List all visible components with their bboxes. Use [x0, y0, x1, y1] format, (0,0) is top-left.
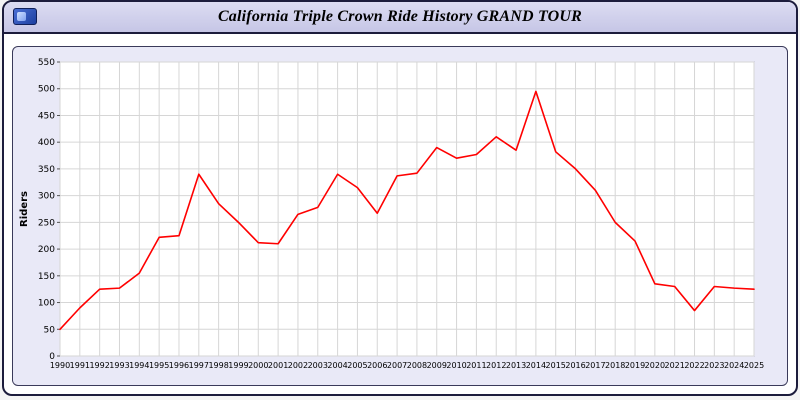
svg-text:2007: 2007 — [387, 361, 407, 370]
svg-text:1994: 1994 — [129, 361, 149, 370]
svg-text:2023: 2023 — [704, 361, 724, 370]
svg-text:2002: 2002 — [288, 361, 308, 370]
svg-text:550: 550 — [38, 58, 55, 68]
svg-text:2025: 2025 — [744, 361, 764, 370]
svg-text:2009: 2009 — [427, 361, 447, 370]
svg-text:2014: 2014 — [526, 361, 546, 370]
svg-text:2012: 2012 — [486, 361, 506, 370]
svg-text:200: 200 — [38, 245, 55, 255]
svg-text:1997: 1997 — [189, 361, 209, 370]
svg-text:2022: 2022 — [684, 361, 704, 370]
svg-text:1993: 1993 — [109, 361, 129, 370]
svg-text:1999: 1999 — [228, 361, 248, 370]
title-bar: California Triple Crown Ride History GRA… — [4, 2, 796, 34]
svg-text:2006: 2006 — [367, 361, 387, 370]
svg-text:450: 450 — [38, 111, 55, 121]
svg-text:2000: 2000 — [248, 361, 268, 370]
svg-text:2017: 2017 — [585, 361, 605, 370]
svg-text:400: 400 — [38, 138, 55, 148]
svg-text:2013: 2013 — [506, 361, 526, 370]
chart-panel: 0 50 100 150 200 250 300 350 400 450 500 550 1990 199… — [12, 46, 788, 386]
svg-text:2018: 2018 — [605, 361, 625, 370]
app-logo-icon — [13, 8, 37, 25]
svg-text:1996: 1996 — [169, 361, 189, 370]
svg-text:1992: 1992 — [89, 361, 109, 370]
svg-text:500: 500 — [38, 85, 55, 95]
svg-text:2003: 2003 — [308, 361, 328, 370]
svg-text:2011: 2011 — [466, 361, 486, 370]
riders-line-chart: 0 50 100 150 200 250 300 350 400 450 500 550 1990 199… — [16, 50, 784, 382]
svg-text:2020: 2020 — [645, 361, 665, 370]
svg-text:250: 250 — [38, 218, 55, 228]
svg-text:2016: 2016 — [565, 361, 585, 370]
svg-text:1995: 1995 — [149, 361, 169, 370]
svg-text:350: 350 — [38, 165, 55, 175]
svg-text:2019: 2019 — [625, 361, 645, 370]
svg-text:2010: 2010 — [446, 361, 466, 370]
svg-text:100: 100 — [38, 299, 55, 309]
svg-text:2001: 2001 — [268, 361, 288, 370]
svg-text:1998: 1998 — [208, 361, 228, 370]
svg-text:2021: 2021 — [665, 361, 685, 370]
svg-text:2015: 2015 — [546, 361, 566, 370]
svg-text:2024: 2024 — [724, 361, 744, 370]
svg-text:2008: 2008 — [407, 361, 427, 370]
y-axis-label: Riders — [19, 191, 30, 227]
svg-text:1990: 1990 — [50, 361, 70, 370]
svg-text:0: 0 — [49, 352, 55, 362]
svg-text:2005: 2005 — [347, 361, 367, 370]
svg-text:2004: 2004 — [327, 361, 347, 370]
svg-text:150: 150 — [38, 272, 55, 282]
svg-text:50: 50 — [44, 325, 56, 335]
svg-text:1991: 1991 — [70, 361, 90, 370]
svg-text:300: 300 — [38, 192, 55, 202]
page-title: California Triple Crown Ride History GRA… — [217, 8, 583, 25]
